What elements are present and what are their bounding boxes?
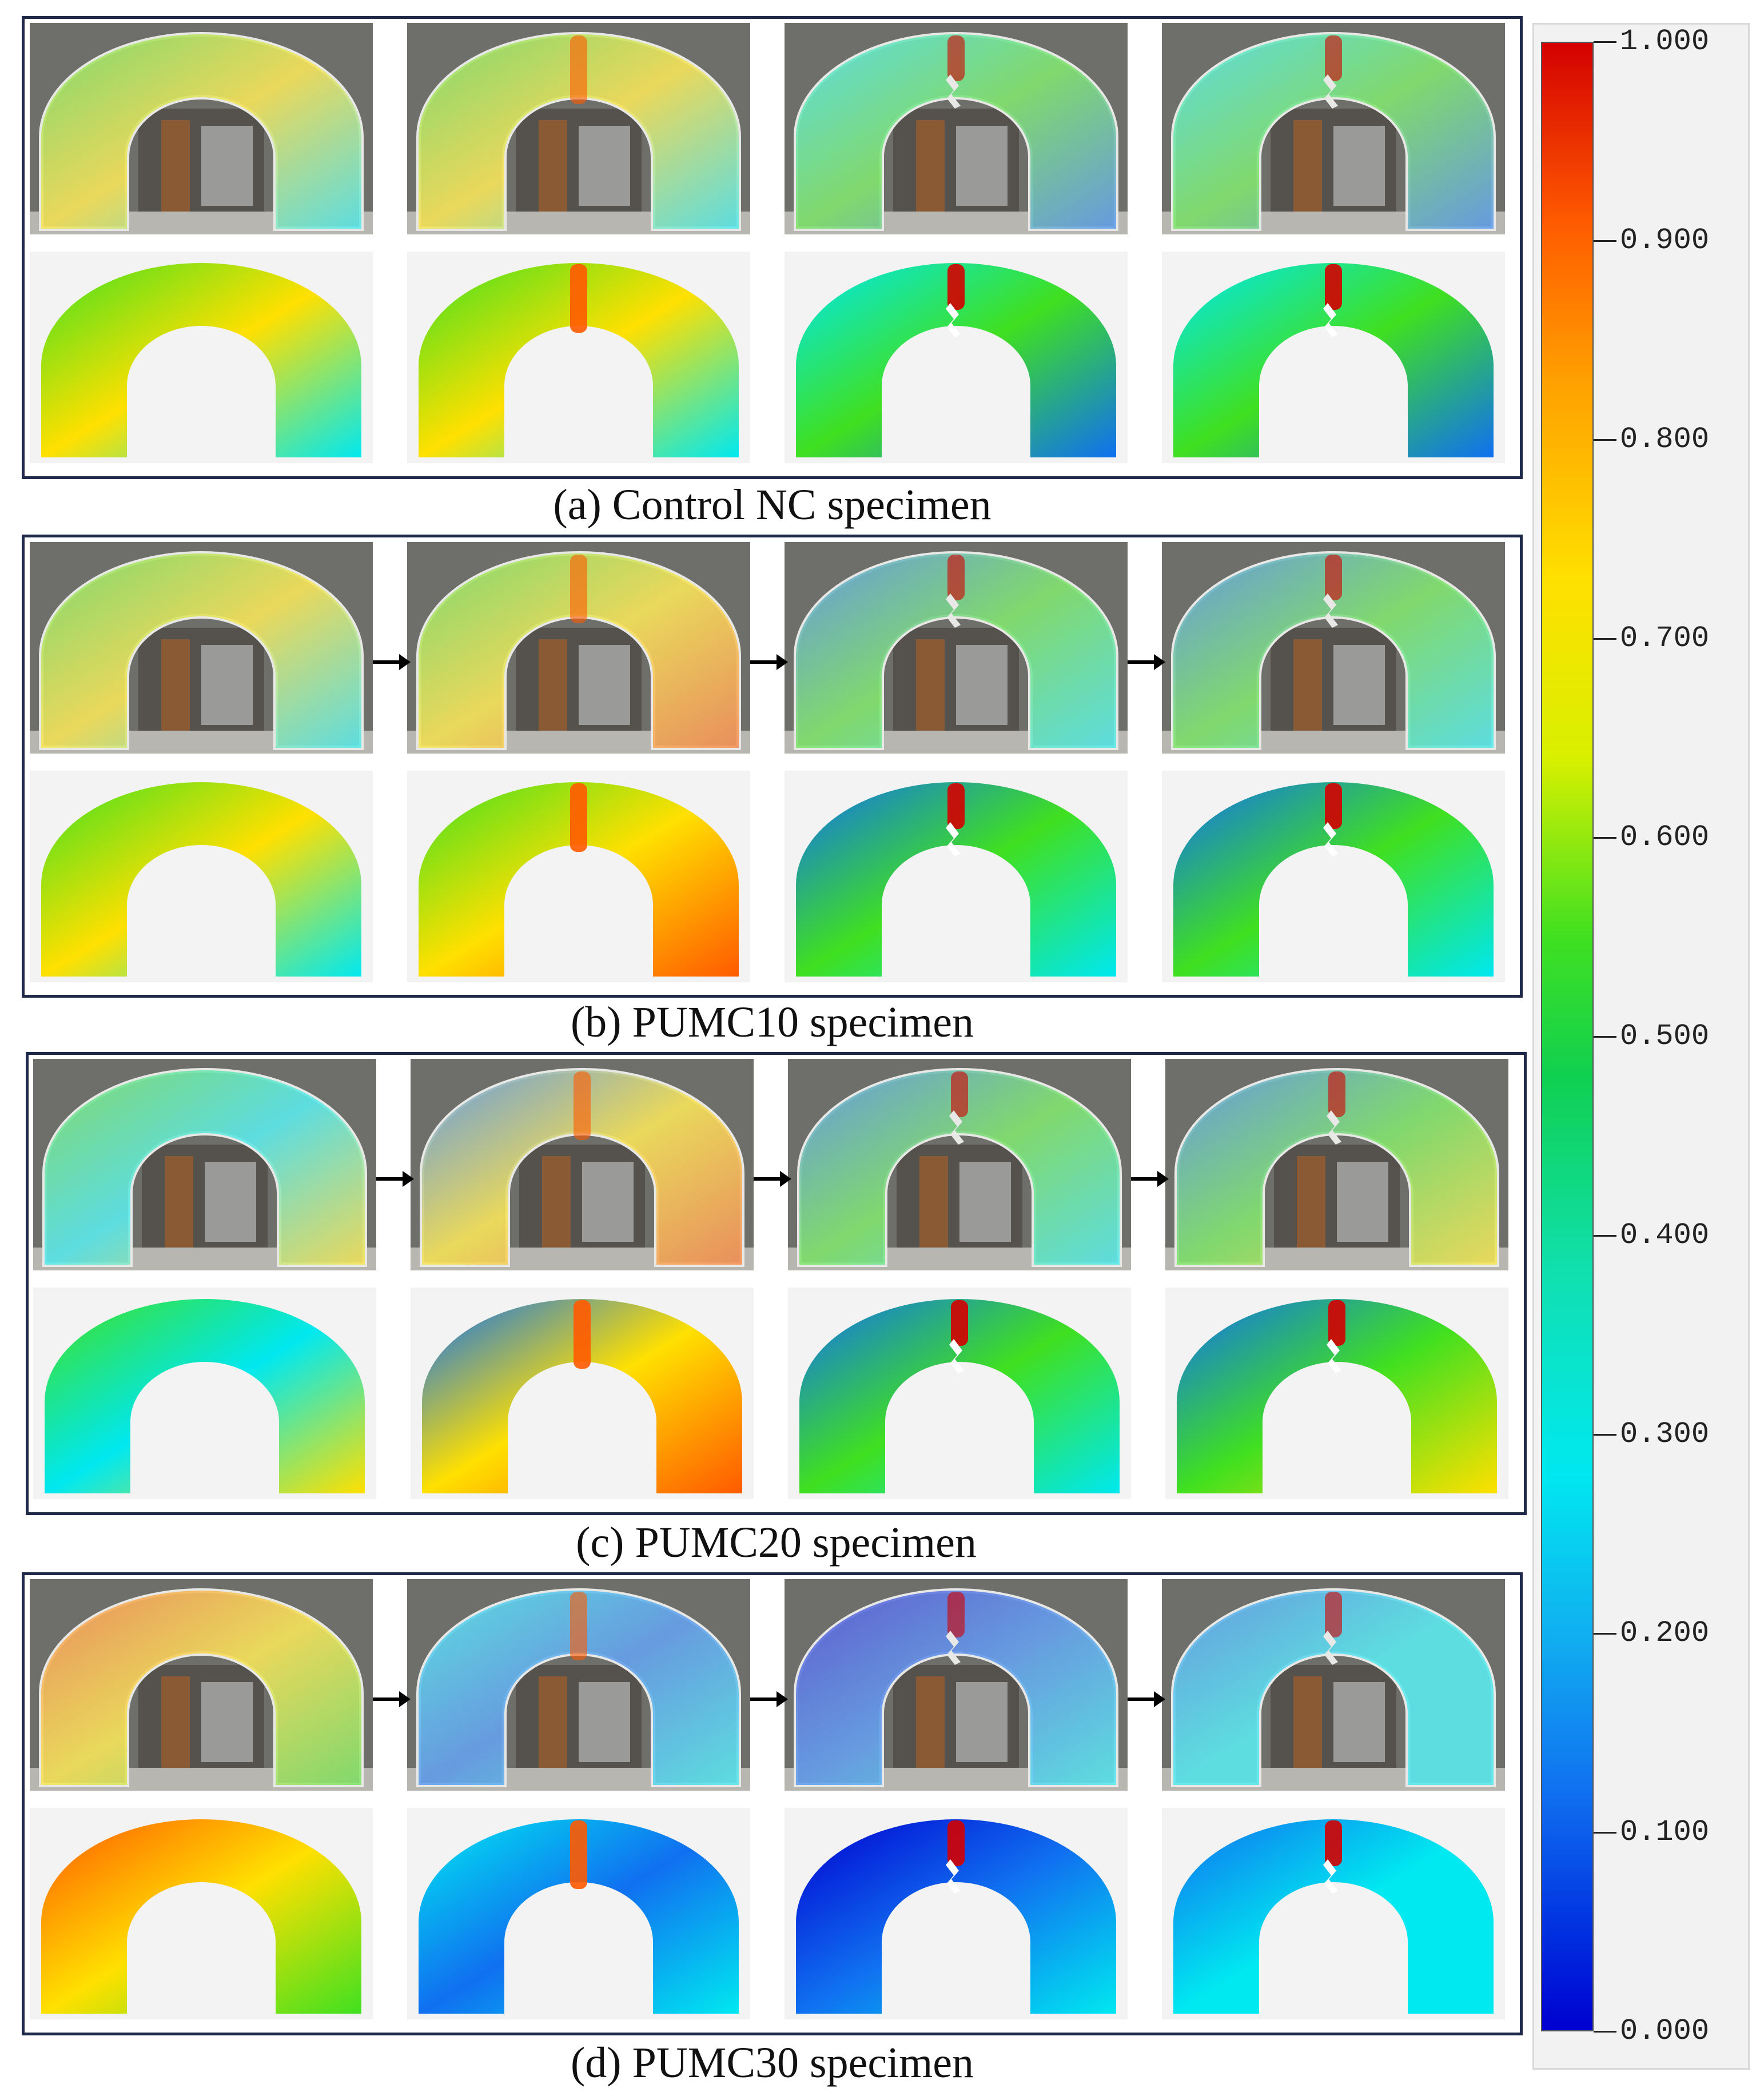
- panel-b-caption: (b) PUMC10 specimen: [570, 998, 974, 1046]
- colorbar-tick: [1594, 638, 1616, 640]
- colorbar-tick: [1594, 1434, 1616, 1436]
- strain-contour-map: [30, 771, 373, 982]
- specimen-photo: [30, 1579, 373, 1791]
- strain-contour-map: [1162, 1808, 1505, 2019]
- strain-contour-map: [785, 252, 1128, 463]
- specimen-photo: [785, 1579, 1128, 1791]
- progression-arrow-icon: [1128, 1691, 1165, 1707]
- panel-a-caption: (a) Control NC specimen: [553, 481, 991, 529]
- specimen-photo: [1162, 23, 1505, 234]
- strain-contour-map: [785, 771, 1128, 982]
- strain-contour-map: [30, 1808, 373, 2019]
- colorbar-tick-label: 0.800: [1620, 423, 1710, 456]
- colorbar-tick-label: 0.700: [1620, 621, 1710, 655]
- strain-contour-map: [1165, 1288, 1508, 1499]
- colorbar-gradient: [1541, 42, 1594, 2031]
- specimen-photo: [407, 1579, 750, 1791]
- colorbar-tick: [1594, 1036, 1616, 1038]
- colorbar-tick-label: 0.900: [1620, 224, 1710, 257]
- progression-arrow-icon: [750, 654, 788, 670]
- strain-contour-map: [30, 252, 373, 463]
- panel-d-caption: (d) PUMC30 specimen: [570, 2039, 974, 2087]
- specimen-photo: [788, 1059, 1131, 1270]
- progression-arrow-icon: [754, 1171, 791, 1187]
- colorbar-tick-label: 0.400: [1620, 1218, 1710, 1252]
- specimen-photo: [30, 542, 373, 754]
- panel-c-caption: (c) PUMC20 specimen: [576, 1519, 977, 1567]
- strain-contour-map: [411, 1288, 754, 1499]
- progression-arrow-icon: [373, 1691, 411, 1707]
- specimen-photo: [785, 23, 1128, 234]
- colorbar-tick: [1594, 1633, 1616, 1635]
- strain-contour-map: [407, 1808, 750, 2019]
- progression-arrow-icon: [1131, 1171, 1169, 1187]
- strain-contour-map: [1162, 252, 1505, 463]
- specimen-photo: [411, 1059, 754, 1270]
- specimen-photo: [30, 23, 373, 234]
- specimen-photo: [1162, 1579, 1505, 1791]
- strain-contour-map: [1162, 771, 1505, 982]
- progression-arrow-icon: [376, 1171, 414, 1187]
- specimen-photo: [1162, 542, 1505, 754]
- specimen-photo: [33, 1059, 376, 1270]
- specimen-photo: [1165, 1059, 1508, 1270]
- colorbar-tick: [1594, 837, 1616, 839]
- progression-arrow-icon: [1128, 654, 1165, 670]
- strain-contour-map: [407, 771, 750, 982]
- colorbar: 1.000 0.900 0.800 0.700 0.600 0.500 0.400 0.300…: [1532, 23, 1750, 2070]
- colorbar-tick: [1594, 2031, 1616, 2033]
- colorbar-tick-label: 0.500: [1620, 1019, 1710, 1053]
- strain-contour-map: [788, 1288, 1131, 1499]
- colorbar-tick: [1594, 1235, 1616, 1237]
- colorbar-tick: [1594, 1832, 1616, 1834]
- specimen-photo: [407, 542, 750, 754]
- colorbar-tick-label: 0.100: [1620, 1815, 1710, 1849]
- specimen-photo: [407, 23, 750, 234]
- colorbar-tick: [1594, 41, 1616, 43]
- colorbar-tick-label: 0.200: [1620, 1616, 1710, 1650]
- progression-arrow-icon: [373, 654, 411, 670]
- strain-contour-map: [33, 1288, 376, 1499]
- colorbar-tick-label: 0.300: [1620, 1417, 1710, 1451]
- strain-contour-map: [785, 1808, 1128, 2019]
- colorbar-tick: [1594, 240, 1616, 242]
- progression-arrow-icon: [750, 1691, 788, 1707]
- strain-contour-map: [407, 252, 750, 463]
- colorbar-tick-label: 0.000: [1620, 2014, 1710, 2048]
- specimen-photo: [785, 542, 1128, 754]
- colorbar-tick: [1594, 439, 1616, 441]
- colorbar-tick-label: 0.600: [1620, 820, 1710, 854]
- colorbar-tick-label: 1.000: [1620, 25, 1710, 58]
